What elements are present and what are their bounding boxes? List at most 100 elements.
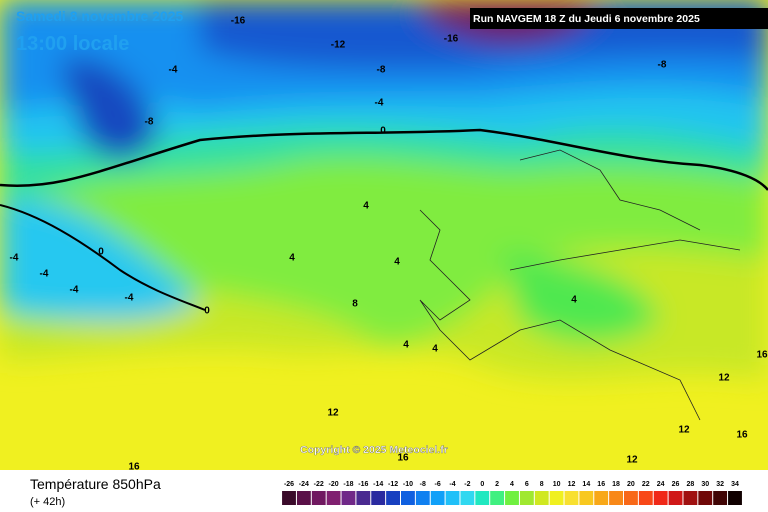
scale-label: 20 xyxy=(627,481,635,488)
scale-swatch xyxy=(564,491,579,505)
scale-label: 8 xyxy=(540,481,544,488)
date-label: Samedi 8 novembre 2025 xyxy=(16,8,184,24)
scale-label: -20 xyxy=(329,481,339,488)
scale-label: 10 xyxy=(553,481,561,488)
contour-label: 0 xyxy=(204,306,210,317)
scale-swatch xyxy=(282,491,296,505)
contour-label: 4 xyxy=(571,295,577,306)
contour-labels: -16 -12 -16 -8 -4 -8 -4 -8 0 4 0 -4 -4 4 4 -4 -4 0 8 4 4 4 12 1… xyxy=(10,16,768,473)
scale-swatch xyxy=(460,491,475,505)
scale-swatch xyxy=(326,491,341,505)
scale-swatch xyxy=(430,491,445,505)
contour-label: 16 xyxy=(736,430,748,441)
contour-label: 12 xyxy=(718,373,730,384)
contour-label: 4 xyxy=(432,344,438,355)
scale-swatch xyxy=(728,491,742,505)
scale-swatch xyxy=(386,491,400,505)
contour-label: -8 xyxy=(658,60,667,71)
contour-label: 12 xyxy=(327,408,339,419)
scale-label: 16 xyxy=(597,481,605,488)
scale-label: 18 xyxy=(612,481,620,488)
scale-swatch xyxy=(356,491,371,505)
run-label: Run NAVGEM 18 Z du Jeudi 6 novembre 2025 xyxy=(473,13,700,25)
scale-label: -12 xyxy=(388,481,398,488)
scale-label: -24 xyxy=(299,481,309,488)
scale-swatch xyxy=(445,491,460,505)
scale-label: 28 xyxy=(687,481,695,488)
scale-swatch xyxy=(311,491,326,505)
scale-swatch xyxy=(371,491,386,505)
scale-swatch xyxy=(401,491,415,505)
contour-label: -4 xyxy=(70,285,79,296)
scale-label: 6 xyxy=(525,481,529,488)
contour-label: 16 xyxy=(397,453,409,464)
scale-swatch xyxy=(609,491,623,505)
contour-label: -4 xyxy=(169,65,178,76)
scale-swatch xyxy=(579,491,594,505)
contour-label: 0 xyxy=(98,247,104,258)
scale-label: 30 xyxy=(701,481,709,488)
contour-label: 12 xyxy=(626,455,638,466)
contour-label: -16 xyxy=(231,16,246,27)
scale-label: -8 xyxy=(420,481,426,488)
scale-label: -4 xyxy=(449,481,455,488)
scale-label: 12 xyxy=(568,481,576,488)
contour-label: 4 xyxy=(394,257,400,268)
scale-swatch xyxy=(490,491,505,505)
scale-swatch xyxy=(713,491,728,505)
scale-label: 32 xyxy=(716,481,724,488)
contour-label: 12 xyxy=(678,425,690,436)
scale-label: 24 xyxy=(657,481,665,488)
scale-label: -26 xyxy=(284,481,294,488)
scale-label: -14 xyxy=(373,481,383,488)
scale-swatch xyxy=(668,491,683,505)
footer-lead: (+ 42h) xyxy=(30,496,65,508)
contour-label: 4 xyxy=(363,201,369,212)
scale-swatch xyxy=(341,491,356,505)
contour-label: 16 xyxy=(756,350,768,361)
scale-swatch xyxy=(549,491,564,505)
contour-label: -4 xyxy=(40,269,49,280)
contour-label: -4 xyxy=(375,98,384,109)
scale-label: -22 xyxy=(314,481,324,488)
contour-label: 8 xyxy=(352,299,358,310)
scale-label: 4 xyxy=(510,481,514,488)
footer-title: Température 850hPa xyxy=(30,476,161,492)
contour-label: -8 xyxy=(145,117,154,128)
scale-swatch xyxy=(534,491,549,505)
scale-label: -2 xyxy=(464,481,470,488)
scale-swatch xyxy=(653,491,668,505)
contour-label: -12 xyxy=(331,40,346,51)
time-label: 13:00 locale xyxy=(16,33,129,55)
contour-label: 16 xyxy=(128,462,140,473)
scale-label: -18 xyxy=(343,481,353,488)
scale-swatch xyxy=(505,491,519,505)
contour-label: -4 xyxy=(125,293,134,304)
color-scale: -26 -24 -22 -20 -18 -16 -14 -12 -10 -8 -6 -4 -2 0 2 4 6 8… xyxy=(282,481,742,505)
run-box xyxy=(470,8,768,29)
scale-label: 22 xyxy=(642,481,650,488)
scale-label: -6 xyxy=(435,481,441,488)
contour-label: 4 xyxy=(403,340,409,351)
contour-label: -8 xyxy=(377,65,386,76)
contour-label: 4 xyxy=(289,253,295,264)
scale-label: 0 xyxy=(480,481,484,488)
map-field xyxy=(0,0,768,470)
scale-label: 26 xyxy=(672,481,680,488)
scale-swatch xyxy=(594,491,609,505)
scale-swatch xyxy=(415,491,430,505)
contour-label: -4 xyxy=(10,253,19,264)
scale-swatch xyxy=(683,491,698,505)
scale-label: -10 xyxy=(403,481,413,488)
contour-label: -16 xyxy=(444,34,459,45)
copyright: Copyright © 2025 Meteociel.fr xyxy=(300,444,448,456)
scale-swatch xyxy=(638,491,653,505)
scale-label: 2 xyxy=(495,481,499,488)
scale-label: 14 xyxy=(582,481,590,488)
contour-label: 0 xyxy=(380,126,386,137)
scale-swatch xyxy=(296,491,311,505)
scale-label: 34 xyxy=(731,481,739,488)
scale-label: -16 xyxy=(358,481,368,488)
scale-swatch xyxy=(519,491,534,505)
